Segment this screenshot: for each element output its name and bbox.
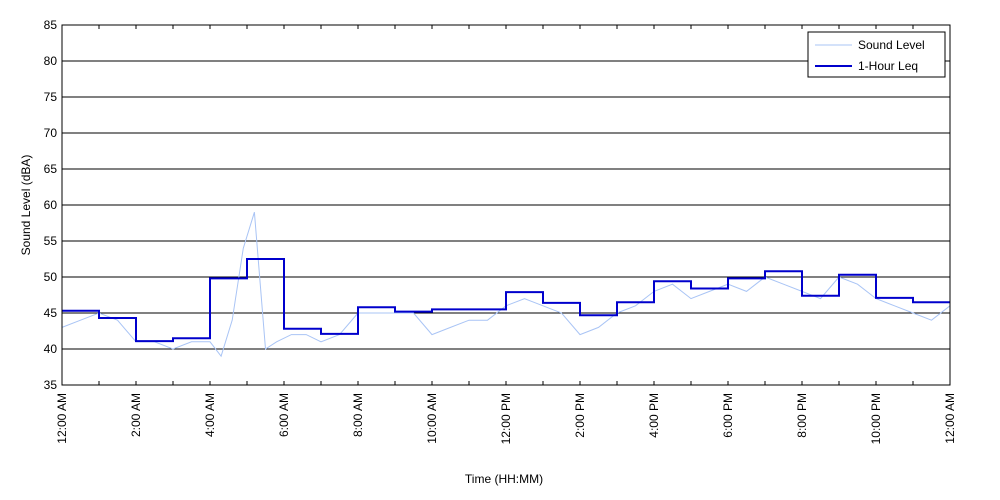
- y-axis-title: Sound Level (dBA): [19, 155, 33, 256]
- y-tick-label: 65: [44, 162, 58, 176]
- x-tick-label: 8:00 PM: [795, 393, 809, 438]
- x-tick-label: 10:00 AM: [425, 393, 439, 444]
- grid-lines: [62, 60, 950, 350]
- x-tick-label: 6:00 PM: [721, 393, 735, 438]
- x-tick-label: 10:00 PM: [869, 393, 883, 444]
- x-tick-label: 6:00 AM: [277, 393, 291, 437]
- x-tick-label: 12:00 PM: [499, 393, 513, 444]
- series-1-hour-leq: [62, 258, 950, 343]
- y-tick-label: 50: [44, 270, 58, 284]
- x-axis-ticks: 12:00 AM 2:00 AM 4:00 AM 6:00 AM 8:00 AM 10:0…: [55, 25, 957, 444]
- x-tick-label: 2:00 PM: [573, 393, 587, 438]
- y-tick-label: 75: [44, 90, 58, 104]
- y-tick-label: 45: [44, 306, 58, 320]
- x-axis-title: Time (HH:MM): [465, 472, 543, 486]
- series-layer: [61, 212, 951, 358]
- y-tick-label: 40: [44, 342, 58, 356]
- x-tick-label: 4:00 PM: [647, 393, 661, 438]
- x-tick-label: 2:00 AM: [129, 393, 143, 437]
- x-tick-label: 8:00 AM: [351, 393, 365, 437]
- legend-box: [807, 31, 946, 78]
- y-tick-label: 55: [44, 234, 58, 248]
- x-tick-label: 4:00 AM: [203, 393, 217, 437]
- y-tick-label: 85: [44, 18, 58, 32]
- y-tick-label: 35: [44, 378, 58, 392]
- legend-label-sound-level: Sound Level: [858, 38, 925, 52]
- legend: Sound Level 1-Hour Leq: [807, 31, 946, 78]
- y-tick-label: 80: [44, 54, 58, 68]
- y-axis-ticks: 35 40 45 50 55 60 65 70 75 80 85: [44, 18, 66, 392]
- y-tick-label: 70: [44, 126, 58, 140]
- y-tick-label: 60: [44, 198, 58, 212]
- x-tick-label: 12:00 AM: [943, 393, 957, 444]
- plot-frame: [61, 24, 951, 386]
- legend-label-leq: 1-Hour Leq: [858, 59, 918, 73]
- x-tick-label: 12:00 AM: [55, 393, 69, 444]
- series-sound-level: [61, 212, 951, 358]
